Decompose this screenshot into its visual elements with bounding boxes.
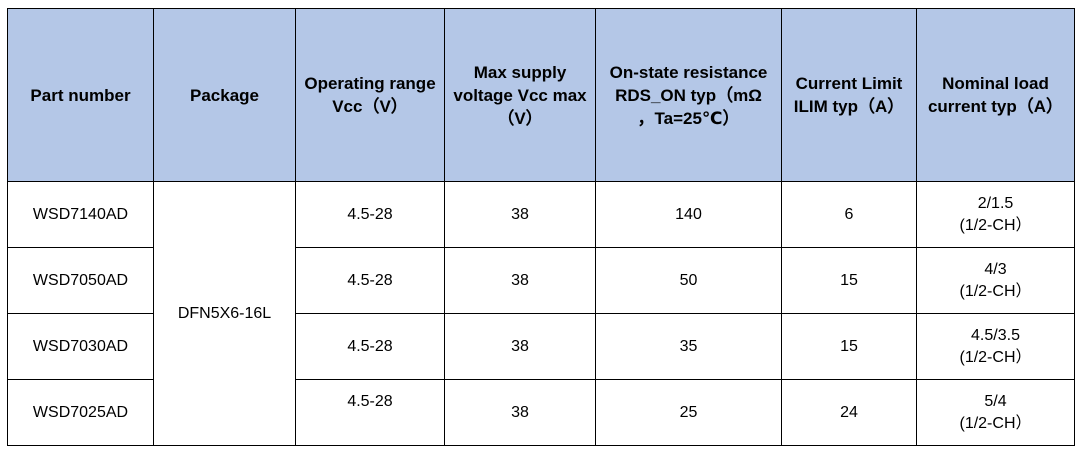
cell-rds-on: 25 xyxy=(595,379,782,446)
cell-nominal-load: 2/1.5 (1/2-CH） xyxy=(916,181,1075,248)
cell-operating-range: 4.5-28 xyxy=(295,247,445,314)
spec-table: Part number Package Operating range Vcc（… xyxy=(7,8,1075,446)
cell-part-number: WSD7140AD xyxy=(7,181,154,248)
cell-current-limit: 15 xyxy=(781,313,917,380)
header-nominal-load: Nominal load current typ（A） xyxy=(916,8,1075,182)
header-operating-range: Operating range Vcc（V） xyxy=(295,8,445,182)
cell-operating-range: 4.5-28 xyxy=(295,379,445,446)
cell-part-number: WSD7030AD xyxy=(7,313,154,380)
cell-operating-range: 4.5-28 xyxy=(295,181,445,248)
header-row: Part number Package Operating range Vcc（… xyxy=(7,8,1075,182)
cell-max-supply-voltage: 38 xyxy=(444,181,596,248)
table-row: WSD7025AD 4.5-28 38 25 24 5/4 (1/2-CH） xyxy=(7,379,1075,446)
cell-part-number: WSD7025AD xyxy=(7,379,154,446)
table-row: WSD7030AD 4.5-28 38 35 15 4.5/3.5 (1/2-C… xyxy=(7,313,1075,380)
header-on-state-resistance: On-state resistance RDS_ON typ（mΩ ，Ta=25… xyxy=(595,8,782,182)
cell-nominal-load: 4/3 (1/2-CH） xyxy=(916,247,1075,314)
header-part-number: Part number xyxy=(7,8,154,182)
cell-nominal-load: 5/4 (1/2-CH） xyxy=(916,379,1075,446)
cell-max-supply-voltage: 38 xyxy=(444,313,596,380)
cell-rds-on: 50 xyxy=(595,247,782,314)
cell-current-limit: 15 xyxy=(781,247,917,314)
cell-package: DFN5X6-16L xyxy=(153,181,296,446)
cell-max-supply-voltage: 38 xyxy=(444,379,596,446)
header-current-limit: Current Limit ILIM typ（A） xyxy=(781,8,917,182)
cell-part-number: WSD7050AD xyxy=(7,247,154,314)
cell-rds-on: 140 xyxy=(595,181,782,248)
header-max-supply-voltage: Max supply voltage Vcc max （V） xyxy=(444,8,596,182)
cell-operating-range: 4.5-28 xyxy=(295,313,445,380)
cell-current-limit: 24 xyxy=(781,379,917,446)
cell-rds-on: 35 xyxy=(595,313,782,380)
cell-max-supply-voltage: 38 xyxy=(444,247,596,314)
header-package: Package xyxy=(153,8,296,182)
table-row: WSD7050AD 4.5-28 38 50 15 4/3 (1/2-CH） xyxy=(7,247,1075,314)
cell-nominal-load: 4.5/3.5 (1/2-CH） xyxy=(916,313,1075,380)
table-row: WSD7140AD DFN5X6-16L 4.5-28 38 140 6 2/1… xyxy=(7,181,1075,446)
cell-current-limit: 6 xyxy=(781,181,917,248)
